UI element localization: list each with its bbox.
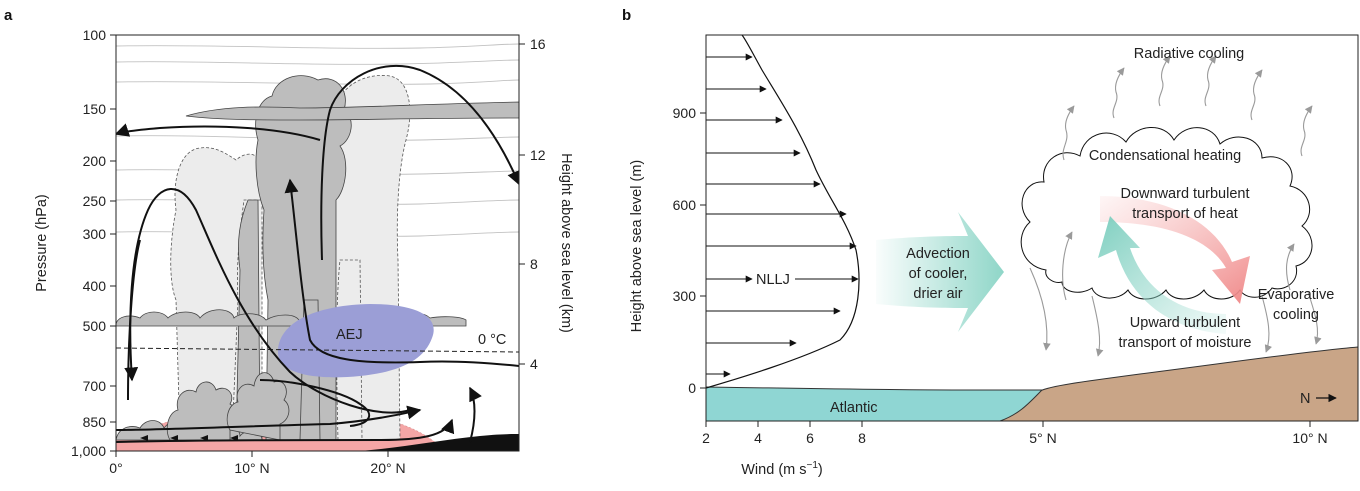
panel-a-frame <box>115 34 520 452</box>
panel-a-plot-area <box>116 43 519 451</box>
north-indicator: N <box>1300 391 1337 407</box>
latitude-tick: 20° N <box>370 460 405 476</box>
height-tick: 8 <box>530 256 538 272</box>
wind-profile <box>706 35 860 389</box>
pressure-axis-label: Pressure (hPa) <box>34 194 50 292</box>
height-axis-b-label: Height above sea level (m) <box>629 160 645 332</box>
downward-transport-line2: transport of heat <box>1132 206 1238 222</box>
evaporative-arrows <box>1029 231 1322 357</box>
panel-b-frame <box>705 34 1359 422</box>
upward-transport-line1: Upward turbulent <box>1130 315 1240 331</box>
latitude-tick: 0° <box>109 460 122 476</box>
land <box>999 346 1358 421</box>
panel-b-label: b <box>622 7 631 24</box>
pressure-tick: 850 <box>83 414 107 430</box>
upward-transport-line2: transport of moisture <box>1119 335 1252 351</box>
ocean <box>706 386 1044 421</box>
moisture-transport-arrow <box>1098 216 1226 334</box>
circulation-streamlines <box>116 64 519 443</box>
panel-a-label: a <box>4 7 13 24</box>
panel-b: b <box>622 7 1359 478</box>
panel-b-plot-area <box>706 35 1358 421</box>
aej-ellipse <box>277 304 434 378</box>
height-tick-b: 300 <box>673 288 697 304</box>
radiative-arrows <box>1062 55 1313 161</box>
height-axis-b: 0 300 600 900 Height above sea level (m) <box>629 105 706 396</box>
wind-tick: 2 <box>702 430 710 446</box>
pressure-tick: 500 <box>83 318 107 334</box>
pressure-tick: 200 <box>83 153 107 169</box>
pressure-tick: 300 <box>83 226 107 242</box>
height-tick-b: 0 <box>688 380 696 396</box>
pressure-tick: 150 <box>83 101 107 117</box>
wind-axis-label: Wind (m s−1) <box>741 460 823 478</box>
atlantic-label: Atlantic <box>830 400 878 416</box>
advection-label-line3: drier air <box>913 286 962 302</box>
wind-tick: 6 <box>806 430 814 446</box>
low-clouds <box>116 372 290 441</box>
latitude-axis-a: 0° 10° N 20° N <box>109 451 406 476</box>
north-label: N <box>1300 391 1310 407</box>
low-level-arrows <box>140 435 238 441</box>
wind-arrows <box>706 53 859 378</box>
pressure-tick: 100 <box>83 27 107 43</box>
advection-label-line2: of cooler, <box>909 266 968 282</box>
pressure-tick: 400 <box>83 278 107 294</box>
latitude-tick-b: 5° N <box>1029 430 1056 446</box>
advection-label-line1: Advection <box>906 246 970 262</box>
evaporative-cooling-line1: Evaporative <box>1258 287 1335 303</box>
height-axis-label: Height above sea level (km) <box>558 153 574 333</box>
downward-transport-line1: Downward turbulent <box>1121 186 1250 202</box>
panel-a: a <box>4 7 574 476</box>
condensational-heating-label: Condensational heating <box>1089 148 1241 164</box>
wind-tick: 8 <box>858 430 866 446</box>
aej-label: AEJ <box>336 327 363 343</box>
nllj-label: NLLJ <box>756 272 790 288</box>
height-tick: 12 <box>530 147 546 163</box>
freezing-level <box>116 347 519 353</box>
wind-axis: 2 4 6 8 Wind (m s−1) <box>702 421 866 478</box>
advection-arrow <box>876 212 1004 332</box>
pressure-tick: 250 <box>83 193 107 209</box>
pressure-tick: 700 <box>83 378 107 394</box>
radiative-cooling-label: Radiative cooling <box>1134 46 1244 62</box>
height-axis: 16 12 8 4 Height above sea level (km) <box>519 36 574 372</box>
latitude-tick: 10° N <box>234 460 269 476</box>
height-tick: 4 <box>530 356 538 372</box>
latitude-tick-b: 10° N <box>1292 430 1327 446</box>
height-tick-b: 900 <box>673 105 697 121</box>
heat-transport-arrow <box>1100 196 1250 304</box>
freezing-level-label: 0 °C <box>478 332 506 348</box>
height-tick: 16 <box>530 36 546 52</box>
terrain <box>116 434 519 451</box>
anvil <box>185 101 519 121</box>
evaporative-cooling-line2: cooling <box>1273 307 1319 323</box>
height-tick-b: 600 <box>673 197 697 213</box>
pressure-axis: 100 150 200 250 300 400 500 700 850 1,00… <box>34 27 116 459</box>
pressure-tick: 1,000 <box>71 443 106 459</box>
wind-tick: 4 <box>754 430 762 446</box>
latitude-axis-b: 5° N 10° N <box>1029 421 1328 446</box>
